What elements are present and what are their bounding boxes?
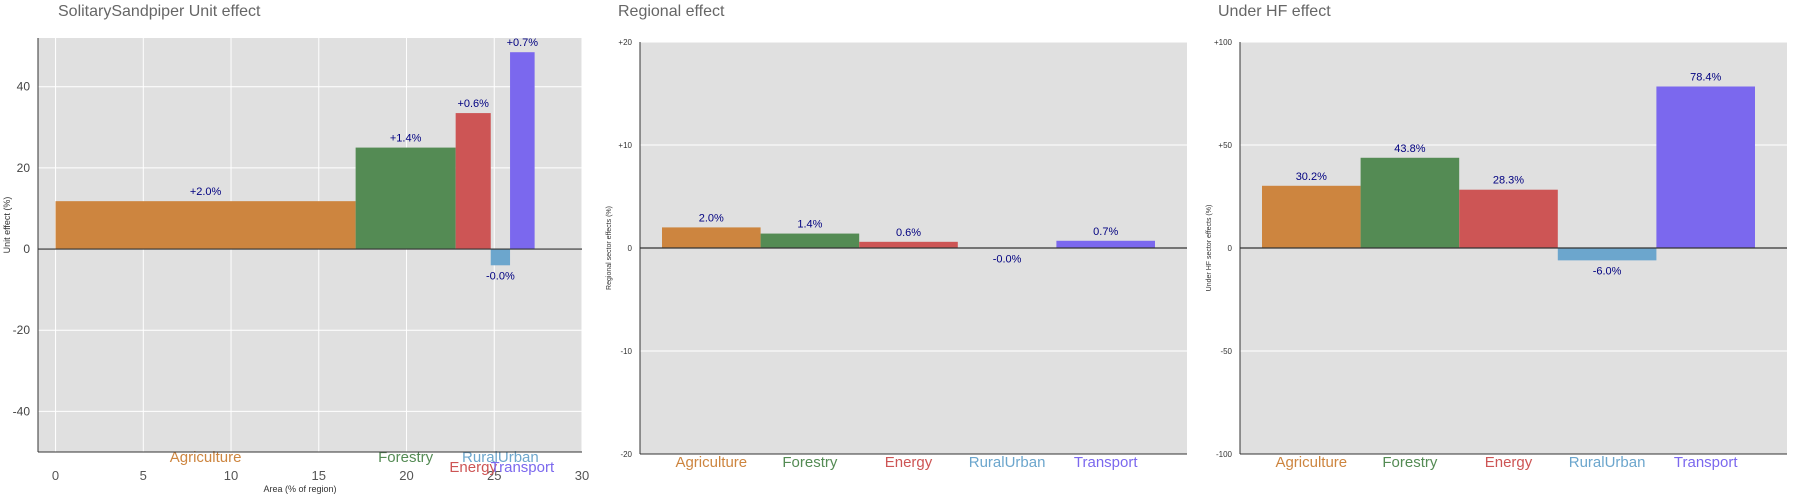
y-tick-label: -50 xyxy=(1220,347,1232,356)
unit-effect-chart: 0 5 10 15 20 25 30 40 20 0 -20 -40 +2.0% Agriculture +… xyxy=(2,37,589,494)
category-label: Agriculture xyxy=(170,449,242,466)
chart-title: SolitarySandpiper Unit effect xyxy=(58,3,261,20)
x-tick-label: 25 xyxy=(487,468,501,483)
category-label: Transport xyxy=(1674,454,1738,471)
x-tick-label: 20 xyxy=(399,468,413,483)
y-tick-label: 0 xyxy=(628,244,633,253)
y-axis-label: Unit effect (%) xyxy=(2,197,12,254)
data-label: +0.6% xyxy=(457,98,489,110)
category-label: Energy xyxy=(885,454,933,471)
unit-effect-panel: SolitarySandpiper Unit effect 0 5 10 15 20 25… xyxy=(0,0,600,500)
regional-effect-panel: Regional effect +20 +10 0 -10 -20 2.0% Agricul… xyxy=(600,0,1200,500)
y-tick-label: 20 xyxy=(17,161,31,175)
y-tick-label: 0 xyxy=(1228,244,1233,253)
category-label: Energy xyxy=(449,459,497,476)
x-tick-label: 0 xyxy=(52,468,59,483)
y-tick-label: +100 xyxy=(1214,38,1233,47)
y-tick-label: +10 xyxy=(618,141,632,150)
y-tick-label: 40 xyxy=(17,80,31,94)
bar-transport xyxy=(1056,240,1155,248)
y-tick-label: -20 xyxy=(13,323,31,337)
y-tick-label: -100 xyxy=(1216,450,1233,459)
data-label: 43.8% xyxy=(1394,143,1425,155)
under-hf-effect-chart: +100 +50 0 -50 -100 30.2% Agriculture 43.8% Fore… xyxy=(1206,38,1787,471)
data-label: 1.4% xyxy=(797,219,822,231)
bar-forestry xyxy=(760,233,860,248)
data-label: +1.4% xyxy=(390,133,422,145)
bar-transport xyxy=(510,52,535,250)
category-label: Agriculture xyxy=(1275,454,1347,471)
bar-forestry xyxy=(1360,157,1460,248)
under-hf-effect-panel: Under HF effect +100 +50 0 -50 -100 30.2% Agri… xyxy=(1200,0,1800,500)
x-tick-label: 5 xyxy=(140,468,147,483)
category-label: Agriculture xyxy=(675,454,747,471)
y-tick-label: 0 xyxy=(23,242,30,256)
regional-effect-chart: +20 +10 0 -10 -20 2.0% Agriculture 1.4% Forestry… xyxy=(606,38,1187,471)
data-label: 2.0% xyxy=(699,212,724,224)
x-tick-label: 10 xyxy=(224,468,238,483)
x-tick-label: 15 xyxy=(312,468,326,483)
chart-title: Under HF effect xyxy=(1218,3,1331,20)
bar-energy xyxy=(859,241,958,248)
data-label: 30.2% xyxy=(1296,171,1327,183)
bar-agriculture xyxy=(1262,185,1361,248)
data-label: 28.3% xyxy=(1493,175,1524,187)
chart-title: Regional effect xyxy=(618,3,725,20)
y-axis-label: Regional sector effects (%) xyxy=(606,206,613,290)
y-tick-label: -40 xyxy=(13,404,31,418)
bar-agriculture xyxy=(662,227,761,248)
y-tick-label: -10 xyxy=(620,347,632,356)
bar-energy xyxy=(1459,189,1558,248)
data-label: +0.7% xyxy=(507,37,539,49)
data-label: -0.0% xyxy=(486,270,515,282)
data-label: -6.0% xyxy=(1593,265,1622,277)
y-tick-label: +20 xyxy=(618,38,632,47)
category-label: Energy xyxy=(1485,454,1533,471)
bar-ruralurban xyxy=(1557,248,1657,261)
data-label: +2.0% xyxy=(190,186,222,198)
data-label: 78.4% xyxy=(1690,71,1721,83)
category-label: Transport xyxy=(491,459,555,476)
data-label: 0.6% xyxy=(896,227,921,239)
bar-forestry xyxy=(355,147,456,250)
category-label: RuralUrban xyxy=(1569,454,1646,471)
data-label: 0.7% xyxy=(1093,226,1118,238)
category-label: Forestry xyxy=(1382,454,1438,471)
y-tick-label: +50 xyxy=(1218,141,1232,150)
category-label: Transport xyxy=(1074,454,1138,471)
y-axis-label: Under HF sector effects (%) xyxy=(1206,205,1213,292)
bar-agriculture xyxy=(55,201,356,250)
x-tick-label: 30 xyxy=(575,468,589,483)
bar-transport xyxy=(1656,86,1755,248)
category-label: RuralUrban xyxy=(969,454,1046,471)
data-label: -0.0% xyxy=(993,253,1022,265)
category-label: Forestry xyxy=(378,449,434,466)
category-label: Forestry xyxy=(782,454,838,471)
bar-energy xyxy=(455,113,491,250)
bar-ruralurban xyxy=(490,249,511,266)
category-label: RuralUrban xyxy=(462,449,539,466)
y-tick-label: -20 xyxy=(620,450,632,459)
x-axis-label: Area (% of region) xyxy=(263,484,336,494)
